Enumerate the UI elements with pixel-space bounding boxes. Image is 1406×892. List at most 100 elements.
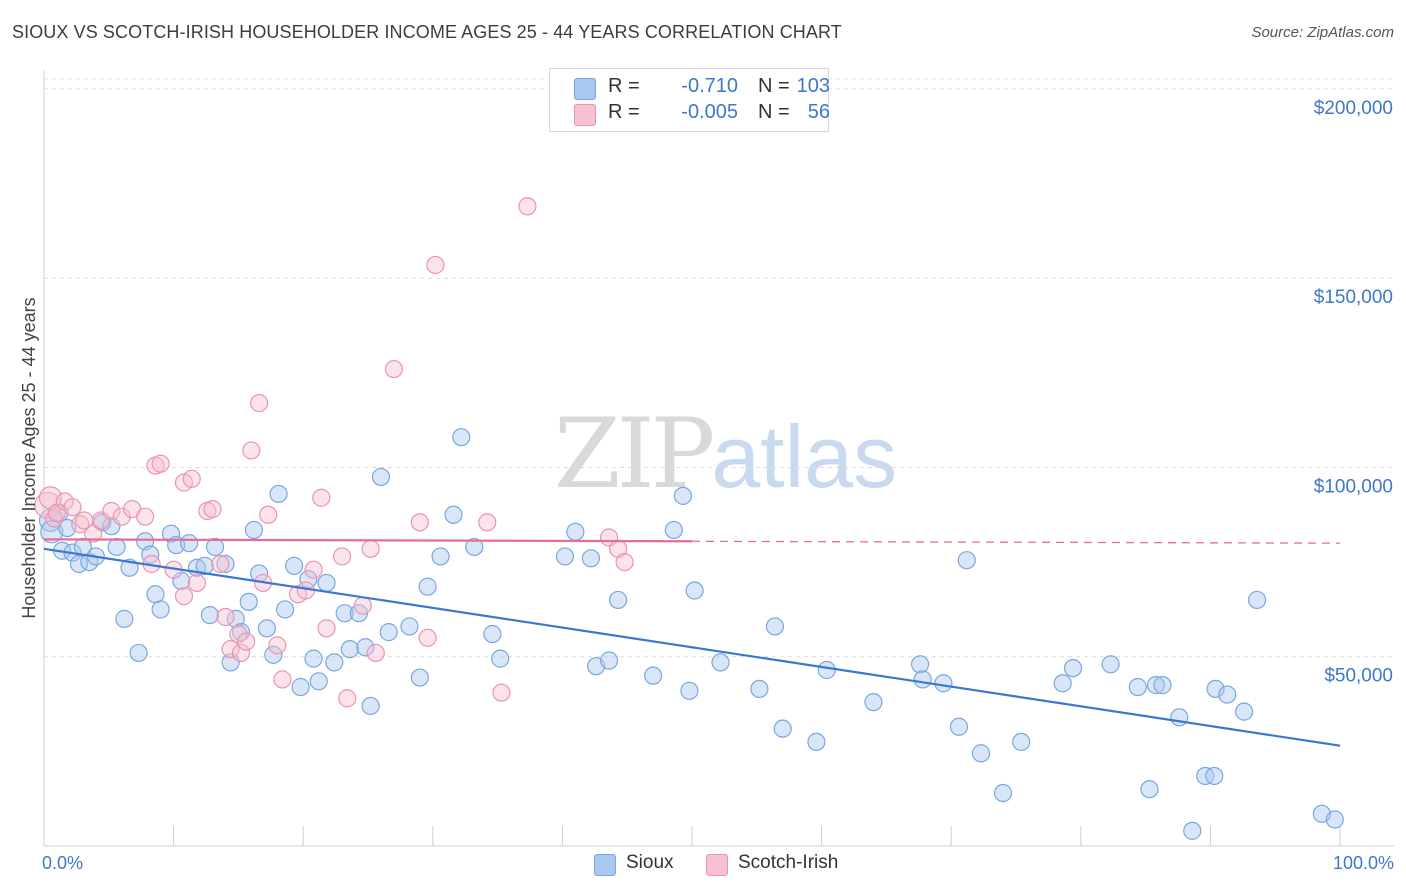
series-label-scotch-irish: Scotch-Irish — [738, 852, 839, 873]
data-point — [335, 604, 354, 623]
data-point — [180, 534, 199, 553]
data-point — [299, 570, 318, 589]
data-point — [244, 520, 264, 540]
data-point — [949, 717, 969, 736]
data-point — [444, 505, 463, 524]
data-point — [685, 581, 704, 600]
data-point — [750, 679, 769, 699]
data-point — [309, 672, 328, 691]
data-point — [174, 587, 194, 606]
data-point — [807, 732, 826, 752]
data-point — [599, 651, 619, 670]
legend-swatch-sioux — [574, 78, 596, 100]
legend-r-value: -0.005 — [681, 101, 738, 123]
correlation-legend: R = -0.710 N = 103 R = -0.005 N = 56 — [549, 68, 830, 132]
data-point — [291, 677, 310, 697]
data-point — [431, 547, 450, 566]
data-point — [264, 645, 283, 664]
data-point — [555, 547, 575, 566]
data-point — [312, 488, 331, 507]
data-point — [1234, 702, 1254, 721]
data-point — [304, 649, 323, 668]
series-swatch-scotch-irish — [706, 854, 728, 876]
data-point — [317, 619, 336, 638]
data-point — [680, 681, 699, 700]
data-point — [371, 467, 391, 487]
data-point — [115, 609, 134, 628]
data-point — [1053, 674, 1072, 693]
legend-n-value: 103 — [796, 75, 830, 97]
data-point — [384, 359, 404, 379]
data-point — [161, 524, 181, 543]
data-point — [483, 624, 502, 644]
watermark-atlas: atlas — [711, 407, 898, 506]
data-point — [273, 670, 292, 689]
data-point — [418, 628, 437, 647]
data-point — [112, 507, 131, 526]
data-point — [1183, 821, 1202, 840]
data-point — [711, 653, 730, 672]
data-point — [141, 545, 160, 564]
data-point — [63, 498, 82, 517]
data-point — [332, 547, 352, 566]
chart-title: SIOUX VS SCOTCH-IRISH HOUSEHOLDER INCOME… — [12, 22, 842, 42]
data-point — [1012, 732, 1031, 752]
data-point — [478, 513, 497, 532]
data-point — [1247, 590, 1267, 610]
data-point — [491, 649, 510, 668]
data-point — [361, 696, 380, 716]
data-point — [275, 600, 295, 619]
data-points — [34, 197, 1344, 840]
data-point — [268, 636, 287, 655]
axes — [43, 70, 1394, 847]
data-point — [216, 554, 235, 574]
data-point — [1153, 676, 1172, 695]
data-point — [221, 640, 240, 659]
axis-labels: $50,000 $100,000 $150,000 $200,000 0.0% 100.0… — [19, 98, 1394, 873]
data-point — [229, 624, 248, 644]
y-tick-label: $150,000 — [1314, 287, 1393, 308]
data-point — [317, 573, 336, 593]
legend-n-value: 56 — [807, 101, 830, 123]
data-point — [84, 524, 103, 543]
data-point — [361, 539, 380, 558]
legend-swatch-scotch-irish — [574, 104, 596, 126]
watermark-zip: ZIP — [554, 398, 715, 510]
data-point — [1205, 766, 1224, 786]
x-tick-label: 100.0% — [1333, 853, 1394, 873]
data-point — [673, 486, 693, 505]
data-point — [129, 643, 148, 663]
data-point — [353, 596, 372, 615]
data-point — [817, 660, 836, 680]
data-point — [135, 507, 155, 526]
data-point — [492, 683, 511, 702]
data-point — [993, 783, 1013, 803]
series-sioux — [38, 428, 1344, 840]
data-point — [910, 655, 930, 674]
data-point — [934, 674, 953, 693]
data-point — [426, 255, 445, 275]
data-point — [1140, 780, 1159, 799]
data-point — [664, 520, 683, 540]
series-swatch-sioux — [594, 854, 616, 876]
data-point — [957, 551, 976, 570]
data-point — [1206, 679, 1225, 699]
data-point — [237, 632, 256, 651]
data-point — [1101, 655, 1120, 674]
data-point — [304, 560, 323, 579]
legend-n-label: N = — [758, 75, 790, 97]
data-point — [366, 643, 385, 663]
data-point — [1218, 685, 1237, 704]
data-point — [452, 428, 471, 447]
trend-line — [43, 538, 693, 543]
gridlines — [44, 78, 1394, 658]
data-point — [418, 577, 437, 596]
data-point — [242, 441, 261, 460]
y-tick-label: $200,000 — [1314, 98, 1393, 119]
series-legend: Sioux Scotch-Irish — [0, 852, 1406, 878]
data-point — [338, 689, 357, 708]
data-point — [203, 500, 222, 519]
data-point — [765, 617, 785, 636]
legend-r-label: R = — [608, 75, 640, 97]
data-point — [379, 623, 398, 642]
